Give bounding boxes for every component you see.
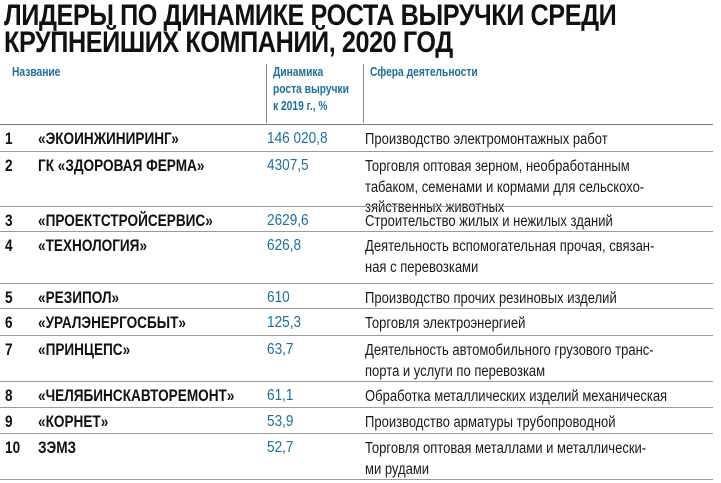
rank-cell: 9 [5,412,13,431]
rank-cell: 2 [5,156,13,175]
activity-cell: Торговля оптовая зерном, необработанным … [365,158,645,216]
table-row: 1 «ЭКОИНЖИНИРИНГ» 146 020,8 Производство эл… [0,125,713,151]
activity-cell: Строительство жилых и нежилых зданий [365,213,613,230]
growth-cell: 53,9 [267,413,294,430]
activity-cell: Деятельность вспомогательная прочая, свя… [365,238,655,276]
column-header-activity: Сфера деятельности [370,65,478,79]
table-row: 9 «КОРНЕТ» 53,9 Производство арматуры трубо… [0,408,713,433]
table-row: 8 «ЧЕЛЯБИНСКАВТОРЕМОНТ» 61,1 Обработка мета… [0,382,713,407]
growth-cell: 626,8 [267,237,302,254]
rank-cell: 8 [5,386,13,405]
activity-cell: Торговля оптовая металлами и металлическ… [365,440,647,478]
activity-cell: Обработка металлических изделий механиче… [365,388,668,405]
growth-cell: 61,1 [267,387,294,404]
rank-cell: 1 [5,129,13,148]
rank-cell: 5 [5,288,13,307]
company-name-cell: «ЧЕЛЯБИНСКАВТОРЕМОНТ» [38,386,235,405]
row-divider [0,308,713,309]
company-name-cell: «УРАЛЭНЕРГОСБЫТ» [38,313,186,332]
growth-cell: 146 020,8 [267,130,328,147]
rank-cell: 4 [5,236,13,255]
company-name-cell: «РЕЗИПОЛ» [38,288,120,307]
company-name-cell: ЗЭМЗ [38,438,77,457]
growth-cell: 610 [267,289,290,306]
column-header-name: Название [12,65,61,79]
activity-cell: Производство арматуры трубопроводной [365,414,616,431]
rank-cell: 6 [5,313,13,332]
table-row: 4 «ТЕХНОЛОГИЯ» 626,8 Деятельность вспомогат… [0,232,713,283]
company-name-cell: «ТЕХНОЛОГИЯ» [38,236,148,255]
company-name-cell: «ПРОЕКТСТРОЙСЕРВИС» [38,211,213,230]
company-name-cell: «ЭКОИНЖИНИРИНГ» [38,129,179,148]
growth-cell: 125,3 [267,314,302,331]
growth-cell: 63,7 [267,341,294,358]
activity-cell: Деятельность автомобильного грузового тр… [365,342,654,380]
company-name-cell: «ПРИНЦЕПС» [38,340,131,359]
column-header-growth: Динамика роста выручки к 2019 г., % [273,65,349,113]
page-title: ЛИДЕРЫ ПО ДИНАМИКЕ РОСТА ВЫРУЧКИ СРЕДИ К… [4,0,617,59]
growth-cell: 52,7 [267,439,294,456]
table-row: 5 «РЕЗИПОЛ» 610 Производство прочих резинов… [0,284,713,308]
table-row: 10 ЗЭМЗ 52,7 Торговля оптовая металлами и м… [0,434,713,479]
rank-cell: 7 [5,340,13,359]
row-divider [0,479,713,480]
growth-cell: 2629,6 [267,212,309,229]
table-row: 6 «УРАЛЭНЕРГОСБЫТ» 125,3 Торговля электроэн… [0,309,713,335]
rank-cell: 3 [5,211,13,230]
column-divider [266,64,267,123]
row-divider [0,231,713,232]
row-divider [0,151,713,152]
company-name-cell: «КОРНЕТ» [38,412,109,431]
row-divider [0,206,713,207]
company-name-cell: ГК «ЗДОРОВАЯ ФЕРМА» [38,156,205,175]
row-divider [0,407,713,408]
row-divider [0,283,713,284]
row-divider [0,381,713,382]
activity-cell: Производство прочих резиновых изделий [365,290,617,307]
row-divider [0,124,713,125]
column-divider [363,64,364,123]
table-row: 2 ГК «ЗДОРОВАЯ ФЕРМА» 4307,5 Торговля оптов… [0,152,713,216]
activity-cell: Производство электромонтажных работ [365,131,608,148]
row-divider [0,433,713,434]
growth-cell: 4307,5 [267,157,309,174]
table-row: 3 «ПРОЕКТСТРОЙСЕРВИС» 2629,6 Строительство … [0,207,713,231]
rank-cell: 10 [5,438,21,457]
row-divider [0,335,713,336]
table-row: 7 «ПРИНЦЕПС» 63,7 Деятельность автомобильно… [0,336,713,381]
activity-cell: Торговля электроэнергией [365,315,526,332]
